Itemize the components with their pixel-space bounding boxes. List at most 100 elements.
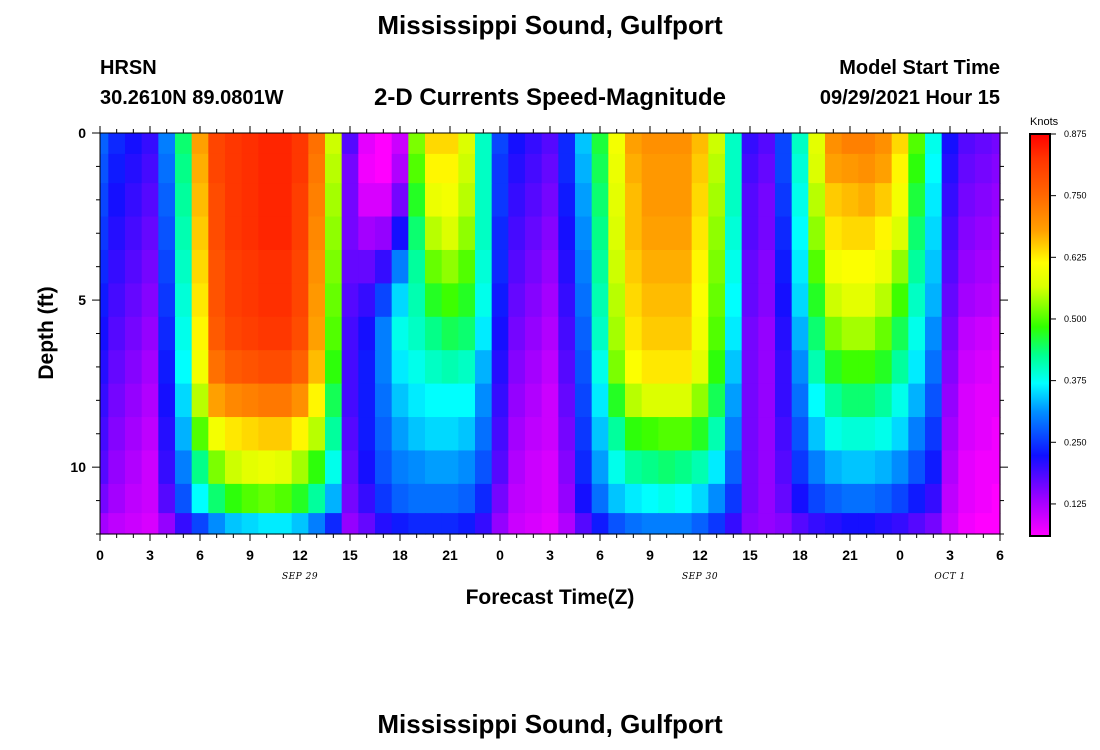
heatmap-cell <box>841 216 859 251</box>
heatmap-cell <box>175 283 193 318</box>
heatmap-cell <box>341 350 359 385</box>
heatmap-cell <box>408 350 426 385</box>
heatmap-cell <box>375 216 393 251</box>
heatmap-cell <box>891 450 909 485</box>
heatmap-cell <box>191 513 209 535</box>
heatmap-cell <box>558 183 576 218</box>
heatmap-cell <box>841 450 859 485</box>
heatmap-cell <box>708 183 726 218</box>
heatmap-cells <box>100 133 1001 535</box>
heatmap-cell <box>791 483 809 514</box>
heatmap-cell <box>708 417 726 452</box>
heatmap-cell <box>875 153 893 184</box>
heatmap-cell <box>575 133 593 155</box>
heatmap-cell <box>858 316 876 351</box>
heatmap-cell <box>341 417 359 452</box>
heatmap-cell <box>825 450 843 485</box>
heatmap-cell <box>858 483 876 514</box>
heatmap-cell <box>158 417 176 452</box>
heatmap-cell <box>441 133 459 155</box>
heatmap-cell <box>608 153 626 184</box>
heatmap-cell <box>458 249 476 284</box>
y-axis: 0 5 10 <box>70 125 1008 535</box>
heatmap-cell <box>108 153 126 184</box>
heatmap-cell <box>108 417 126 452</box>
heatmap-cell <box>775 316 793 351</box>
heatmap-cell <box>741 153 759 184</box>
heatmap-cell <box>158 153 176 184</box>
heatmap-cell <box>791 283 809 318</box>
heatmap-cell <box>558 249 576 284</box>
heatmap-cell <box>891 383 909 418</box>
heatmap-cell <box>375 316 393 351</box>
heatmap-cell <box>691 249 709 284</box>
heatmap-cell <box>658 183 676 218</box>
heatmap-cell <box>625 216 643 251</box>
heatmap-cell <box>508 216 526 251</box>
heatmap-cell <box>925 283 943 318</box>
heatmap-cell <box>891 183 909 218</box>
heatmap-cell <box>891 513 909 535</box>
heatmap-cell <box>358 216 376 251</box>
heatmap-cell <box>525 283 543 318</box>
heatmap-cell <box>241 316 259 351</box>
station-coordinates: 30.2610N 89.0801W <box>100 87 284 109</box>
heatmap-cell <box>125 316 143 351</box>
heatmap-cell <box>691 133 709 155</box>
heatmap-cell <box>841 316 859 351</box>
heatmap-cell <box>575 183 593 218</box>
heatmap-cell <box>791 249 809 284</box>
heatmap-cell <box>125 513 143 535</box>
heatmap-cell <box>341 283 359 318</box>
heatmap-cell <box>475 417 493 452</box>
heatmap-cell <box>691 483 709 514</box>
heatmap-cell <box>541 153 559 184</box>
heatmap-cell <box>325 383 343 418</box>
heatmap-cell <box>191 283 209 318</box>
heatmap-cell <box>841 133 859 155</box>
heatmap-cell <box>158 216 176 251</box>
heatmap-cell <box>325 283 343 318</box>
heatmap-cell <box>475 483 493 514</box>
heatmap-cell <box>591 249 609 284</box>
heatmap-cell <box>991 316 1001 351</box>
heatmap-cell <box>941 133 959 155</box>
heatmap-cell <box>775 216 793 251</box>
heatmap-cell <box>908 316 926 351</box>
heatmap-cell <box>841 383 859 418</box>
heatmap-cell <box>975 383 993 418</box>
heatmap-cell <box>325 183 343 218</box>
heatmap-cell <box>325 513 343 535</box>
heatmap-cell <box>175 133 193 155</box>
heatmap-cell <box>991 249 1001 284</box>
heatmap-cell <box>258 216 276 251</box>
heatmap-cell <box>508 153 526 184</box>
heatmap-cell <box>141 383 159 418</box>
heatmap-cell <box>375 383 393 418</box>
x-tick-label: 9 <box>646 547 654 563</box>
heatmap-cell <box>791 133 809 155</box>
heatmap-cell <box>491 133 509 155</box>
heatmap-cell <box>100 153 109 184</box>
heatmap-cell <box>225 183 243 218</box>
x-tick-label: 12 <box>692 547 708 563</box>
heatmap-cell <box>125 153 143 184</box>
heatmap-cell <box>575 383 593 418</box>
heatmap-cell <box>408 216 426 251</box>
heatmap-cell <box>908 216 926 251</box>
heatmap-cell <box>175 350 193 385</box>
heatmap-cell <box>141 513 159 535</box>
heatmap-cell <box>225 316 243 351</box>
heatmap-cell <box>525 249 543 284</box>
heatmap-cell <box>575 417 593 452</box>
heatmap-cell <box>175 216 193 251</box>
heatmap-cell <box>691 417 709 452</box>
heatmap-cell <box>708 133 726 155</box>
heatmap-cell <box>591 316 609 351</box>
heatmap-cell <box>591 216 609 251</box>
heatmap-cell <box>591 483 609 514</box>
heatmap-cell <box>258 133 276 155</box>
heatmap-cell <box>875 483 893 514</box>
heatmap-cell <box>358 417 376 452</box>
heatmap-cell <box>125 283 143 318</box>
